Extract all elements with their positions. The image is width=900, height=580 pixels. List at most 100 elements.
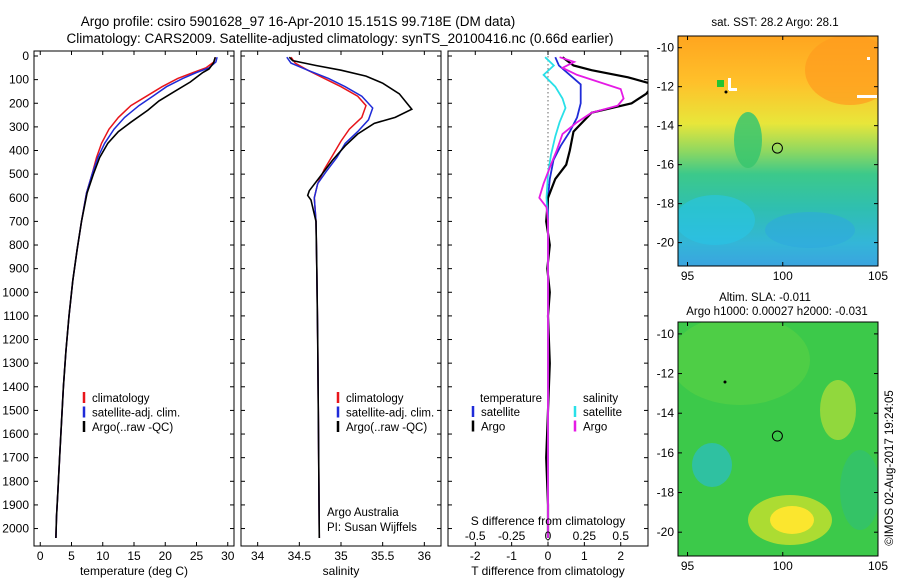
difference-top-xtick-label: -0.5 [465,529,486,543]
sst-map-xtick-label: 100 [773,269,793,283]
sst-map-panel: sat. SST: 28.2 Argo: 28.1 95 100 105 -10 -12… [657,17,889,283]
sla-map-panel: Altim. SLA: -0.011 Argo h1000: 0.00027 h… [657,292,889,573]
temperature-xtick-label: 20 [159,549,173,563]
salinity-axes-box [240,50,442,547]
difference-lines-group [538,56,648,538]
figure-title-line2: Climatology: CARS2009. Satellite-adjuste… [66,31,613,46]
sst-missing-pixel-4 [857,95,877,98]
sla-map-frame [677,321,879,557]
sla-map-ytick-label: -20 [657,525,675,539]
sst-missing-pixel-1 [717,80,724,87]
salinity-xtick-label: 36 [418,549,432,563]
sst-map-ytick-label: -14 [657,119,675,133]
difference-xtick-label: 1 [581,549,588,563]
sst-map-title: sat. SST: 28.2 Argo: 28.1 [711,17,838,29]
salinity-legend-label: climatology [346,393,404,405]
salinity-series-line [288,56,414,539]
difference-xtick-label: -2 [470,549,481,563]
difference-legend-temperature-header: temperature [480,393,542,405]
difference-top-xtick-label: 0 [545,529,552,543]
temperature-ytick-label: 1900 [2,498,29,512]
salinity-legend-label: satellite-adj. clim. [346,408,434,420]
imos-stamp: ©IMOS 02-Aug-2017 19:24:05 [884,390,896,546]
difference-legend-label: Argo [481,422,505,434]
temperature-ytick-label: 600 [9,191,29,205]
temperature-ytick-label: 1100 [3,309,29,323]
salinity-annotation-line1: Argo Australia [327,507,399,519]
temperature-panel: 0 5 10 15 20 25 300100200300400500600700800900… [2,49,234,578]
temperature-ytick-label: 100 [9,73,29,87]
temperature-ytick-label: 2000 [2,522,29,536]
sst-cursor-dot [724,90,728,94]
difference-xlabel: T difference from climatology [471,564,625,578]
temperature-ytick-label: 700 [9,214,29,228]
difference-top-xtick-label: 0.25 [573,529,597,543]
temperature-ytick-label: 1500 [2,403,29,417]
sla-argo-marker [771,430,783,442]
temperature-ytick-label: 200 [9,96,29,110]
sla-patch-green-1 [678,322,810,405]
sla-map-ytick-label: -12 [657,367,675,381]
sst-cool-patch-1 [678,195,755,245]
temperature-xlabel: temperature (deg C) [80,564,188,578]
temperature-axes-box [33,50,235,547]
sst-missing-pixel-5 [867,57,870,60]
difference-series-line [545,56,648,538]
sst-missing-pixel-3 [728,78,731,90]
difference-top-xtick-label: 0.5 [612,529,629,543]
sla-patch-yellow-inner [770,506,814,534]
difference-legend-salinity-header: salinity [583,393,618,405]
salinity-xtick-label: 35 [334,549,348,563]
temperature-ytick-label: 1400 [2,380,29,394]
sla-map-ytick-label: -18 [657,486,675,500]
sla-map-xtick-label: 100 [773,559,793,573]
difference-series-line [538,56,625,538]
sst-map-frame [677,35,879,267]
salinity-xtick-label: 34.5 [288,549,312,563]
temperature-xtick-label: 5 [68,549,75,563]
salinity-xtick-label: 34 [251,549,265,563]
temperature-xtick-label: 25 [190,549,204,563]
sst-map-ytick-label: -12 [657,80,675,94]
sst-map-ytick-label: -16 [657,158,675,172]
sst-map-ytick-label: -10 [657,41,675,55]
temperature-ytick-label: 300 [9,120,29,134]
sla-map-ytick-label: -10 [657,327,675,341]
sst-map-xtick-label: 105 [868,269,888,283]
sst-map-xtick-label: 95 [681,269,695,283]
sla-map-title-line2: Argo h1000: 0.00027 h2000: -0.031 [686,306,868,318]
temperature-legend-label: climatology [92,393,150,405]
sla-patch-teal [840,450,878,530]
sst-argo-marker [771,142,783,154]
sla-map-xtick-label: 105 [868,559,888,573]
sst-map-ytick-label: -20 [657,236,675,250]
sst-map-ytick-label: -18 [657,197,675,211]
temperature-ytick-label: 900 [9,262,29,276]
salinity-xtick-label: 35.5 [371,549,395,563]
temperature-ytick-label: 1000 [2,285,29,299]
temperature-ytick-label: 1700 [2,451,29,465]
sst-cool-patch-2 [765,212,855,248]
difference-xtick-label: 0 [545,549,552,563]
temperature-ytick-label: 0 [22,49,29,63]
salinity-legend-label: Argo(..raw -QC) [346,422,427,434]
temperature-ytick-label: 1200 [2,333,29,347]
difference-legend-label: satellite [481,407,520,419]
temperature-ytick-label: 1600 [2,427,29,441]
sst-cool-tongue [734,112,762,168]
difference-top-xtick-label: -0.25 [498,529,526,543]
difference-legend-label: Argo [583,422,607,434]
temperature-legend-label: satellite-adj. clim. [92,408,180,420]
difference-top-xlabel: S difference from climatology [471,514,626,528]
temperature-xtick-label: 10 [96,549,110,563]
difference-panel: -2 -1 0 1 2 -0.5 -0.25 0 0.25 0.5 S difference fr… [447,50,649,578]
temperature-xtick-label: 30 [221,549,235,563]
salinity-annotation-line2: PI: Susan Wijffels [327,522,417,534]
difference-xtick-label: 2 [617,549,624,563]
temperature-ytick-label: 1300 [2,356,29,370]
temperature-legend-label: Argo(..raw -QC) [92,422,173,434]
salinity-panel: 34 34.5 35 35.5 36 salinity climatology satel… [240,50,442,578]
temperature-ytick-label: 500 [9,167,29,181]
sla-map-ytick-label: -14 [657,406,675,420]
